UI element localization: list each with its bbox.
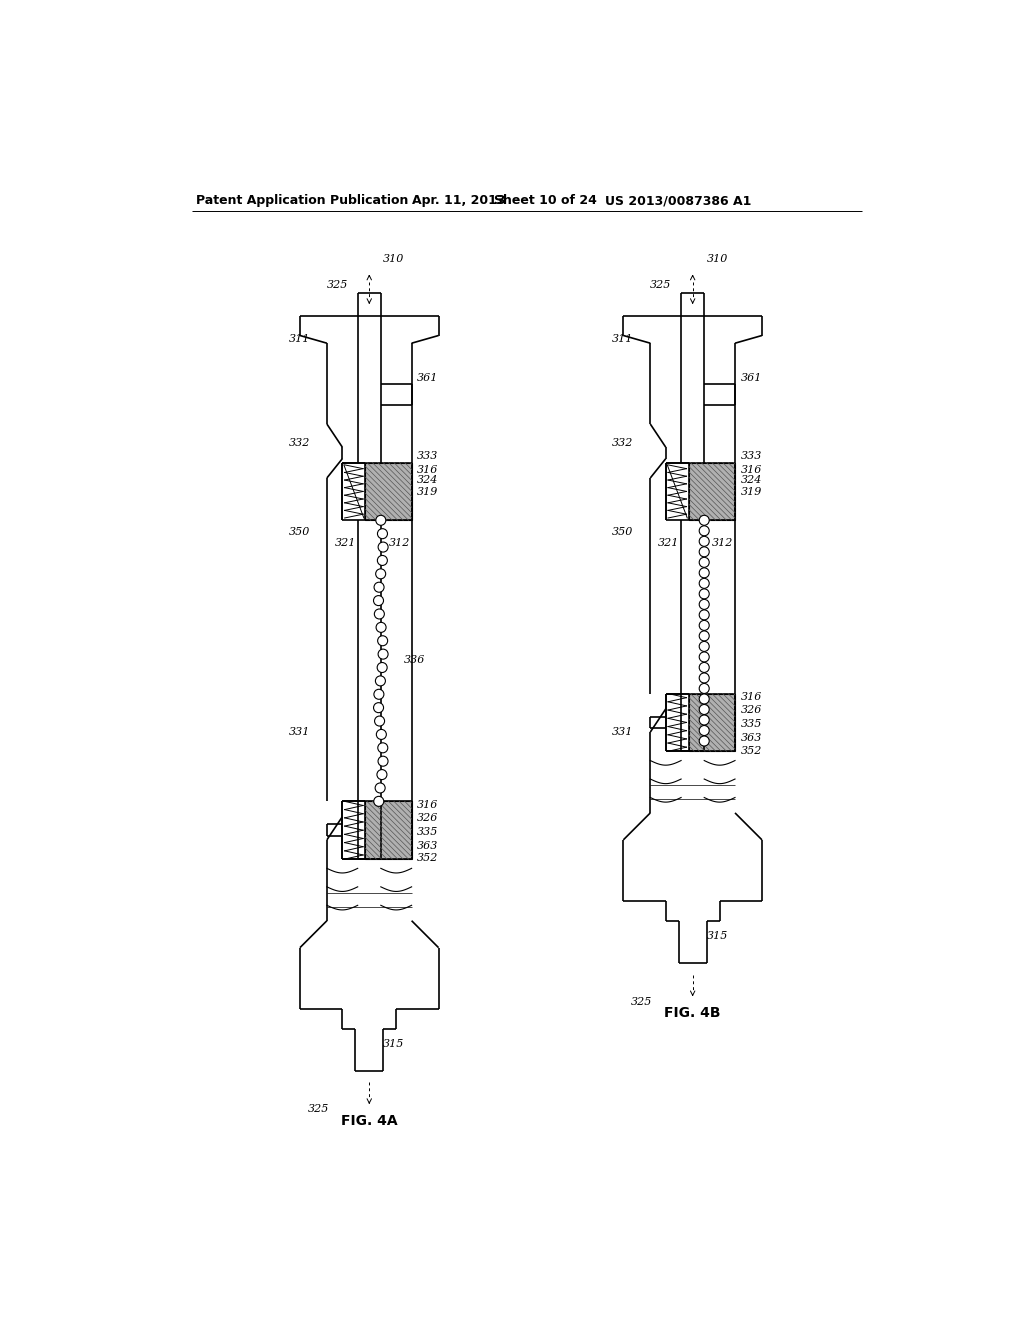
Circle shape — [699, 642, 710, 652]
Circle shape — [378, 756, 388, 766]
Text: 332: 332 — [611, 438, 633, 449]
Circle shape — [699, 546, 710, 557]
Text: 312: 312 — [388, 539, 410, 548]
Circle shape — [699, 715, 710, 725]
Text: Sheet 10 of 24: Sheet 10 of 24 — [494, 194, 597, 207]
Circle shape — [378, 649, 388, 659]
Circle shape — [699, 726, 710, 735]
Circle shape — [699, 610, 710, 620]
Circle shape — [374, 595, 384, 606]
Text: 325: 325 — [650, 280, 672, 290]
Circle shape — [699, 578, 710, 589]
Circle shape — [375, 715, 385, 726]
Text: 324: 324 — [740, 475, 762, 486]
Text: 321: 321 — [335, 539, 356, 548]
Bar — [689, 462, 735, 520]
Text: 319: 319 — [740, 487, 762, 496]
Circle shape — [699, 631, 710, 642]
Circle shape — [699, 515, 710, 525]
Circle shape — [699, 557, 710, 568]
Text: 336: 336 — [403, 656, 425, 665]
Text: 311: 311 — [289, 334, 310, 345]
Circle shape — [375, 783, 385, 793]
Text: 310: 310 — [383, 253, 404, 264]
Circle shape — [376, 622, 386, 632]
Circle shape — [699, 620, 710, 631]
Text: FIG. 4A: FIG. 4A — [341, 1114, 397, 1127]
Text: FIG. 4B: FIG. 4B — [665, 1006, 721, 1020]
Text: 335: 335 — [740, 719, 762, 730]
Circle shape — [374, 702, 384, 713]
Text: 333: 333 — [417, 451, 438, 462]
Text: 363: 363 — [740, 733, 762, 743]
Bar — [366, 801, 412, 859]
Text: 321: 321 — [658, 539, 679, 548]
Text: 319: 319 — [417, 487, 438, 496]
Text: 331: 331 — [611, 727, 633, 737]
Circle shape — [377, 730, 386, 739]
Text: 326: 326 — [740, 705, 762, 715]
Circle shape — [378, 636, 388, 645]
Text: 332: 332 — [289, 438, 310, 449]
Circle shape — [699, 673, 710, 682]
Circle shape — [378, 543, 388, 552]
Text: 324: 324 — [417, 475, 438, 486]
Circle shape — [377, 663, 387, 672]
Text: 350: 350 — [611, 527, 633, 537]
Text: 315: 315 — [383, 1039, 404, 1049]
Text: 352: 352 — [417, 853, 438, 863]
Circle shape — [374, 796, 384, 807]
Circle shape — [374, 689, 384, 700]
Text: US 2013/0087386 A1: US 2013/0087386 A1 — [605, 194, 752, 207]
Text: 326: 326 — [417, 813, 438, 824]
Text: 312: 312 — [712, 539, 733, 548]
Text: 316: 316 — [417, 800, 438, 810]
Text: 310: 310 — [707, 253, 728, 264]
Text: 316: 316 — [740, 693, 762, 702]
Circle shape — [699, 663, 710, 672]
Text: 316: 316 — [740, 465, 762, 475]
Text: 311: 311 — [611, 334, 633, 345]
Circle shape — [376, 569, 386, 579]
Circle shape — [699, 705, 710, 714]
Text: 363: 363 — [417, 841, 438, 851]
Circle shape — [699, 599, 710, 610]
Circle shape — [699, 694, 710, 704]
Text: 325: 325 — [327, 280, 348, 290]
Circle shape — [699, 684, 710, 693]
Text: 325: 325 — [631, 997, 652, 1007]
Circle shape — [376, 676, 385, 686]
Circle shape — [699, 652, 710, 661]
Circle shape — [377, 770, 387, 780]
Circle shape — [699, 536, 710, 546]
Circle shape — [375, 609, 384, 619]
Circle shape — [699, 568, 710, 578]
Circle shape — [378, 556, 387, 565]
Circle shape — [378, 743, 388, 752]
Text: 350: 350 — [289, 527, 310, 537]
Text: 316: 316 — [417, 465, 438, 475]
Text: 335: 335 — [417, 828, 438, 837]
Text: 352: 352 — [740, 746, 762, 755]
Text: 333: 333 — [740, 451, 762, 462]
Circle shape — [699, 589, 710, 599]
Text: 331: 331 — [289, 727, 310, 737]
Text: Patent Application Publication: Patent Application Publication — [196, 194, 409, 207]
Bar — [366, 462, 412, 520]
Text: Apr. 11, 2013: Apr. 11, 2013 — [412, 194, 505, 207]
Circle shape — [376, 515, 386, 525]
Text: 325: 325 — [307, 1105, 329, 1114]
Circle shape — [374, 582, 384, 593]
Text: 361: 361 — [740, 372, 762, 383]
Bar — [689, 693, 735, 751]
Text: 315: 315 — [707, 931, 728, 941]
Circle shape — [699, 525, 710, 536]
Text: 361: 361 — [417, 372, 438, 383]
Circle shape — [699, 737, 710, 746]
Circle shape — [378, 529, 387, 539]
